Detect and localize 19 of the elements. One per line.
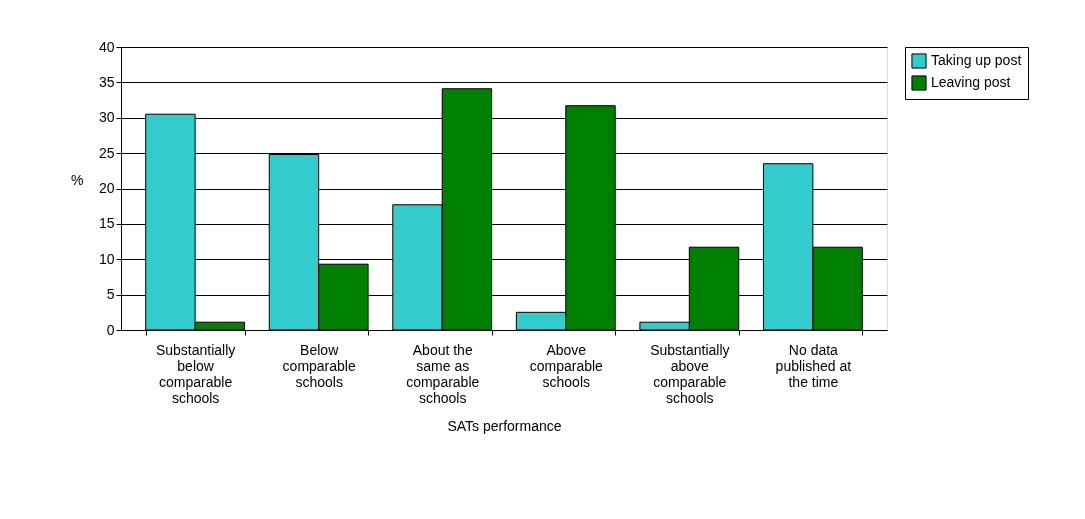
y-tick-label: 35 bbox=[98, 73, 115, 90]
y-tick-label: 10 bbox=[98, 250, 115, 267]
y-axis-title: % bbox=[71, 171, 84, 188]
x-tick-label: Substantially above comparable schools bbox=[650, 341, 730, 406]
y-tick-label: 5 bbox=[106, 286, 115, 303]
x-tick-label: Below comparable schools bbox=[282, 341, 356, 390]
y-tick-label: 0 bbox=[106, 321, 115, 338]
legend-label: Taking up post bbox=[931, 52, 1022, 68]
x-tick-label: Substantially below comparable schools bbox=[155, 341, 236, 406]
x-axis-title: SATs performance bbox=[447, 417, 562, 434]
x-tick-label: No data published at the time bbox=[775, 341, 852, 390]
legend-label: Leaving post bbox=[931, 74, 1011, 90]
x-tick-label: Above comparable schools bbox=[529, 341, 604, 390]
y-tick-label: 25 bbox=[98, 144, 115, 161]
y-tick-label: 15 bbox=[98, 215, 115, 232]
y-tick-label: 30 bbox=[98, 109, 115, 126]
y-tick-label: 40 bbox=[98, 38, 115, 55]
x-tick-label: About the same as comparable schools bbox=[406, 341, 480, 406]
y-tick-label: 20 bbox=[98, 180, 115, 196]
